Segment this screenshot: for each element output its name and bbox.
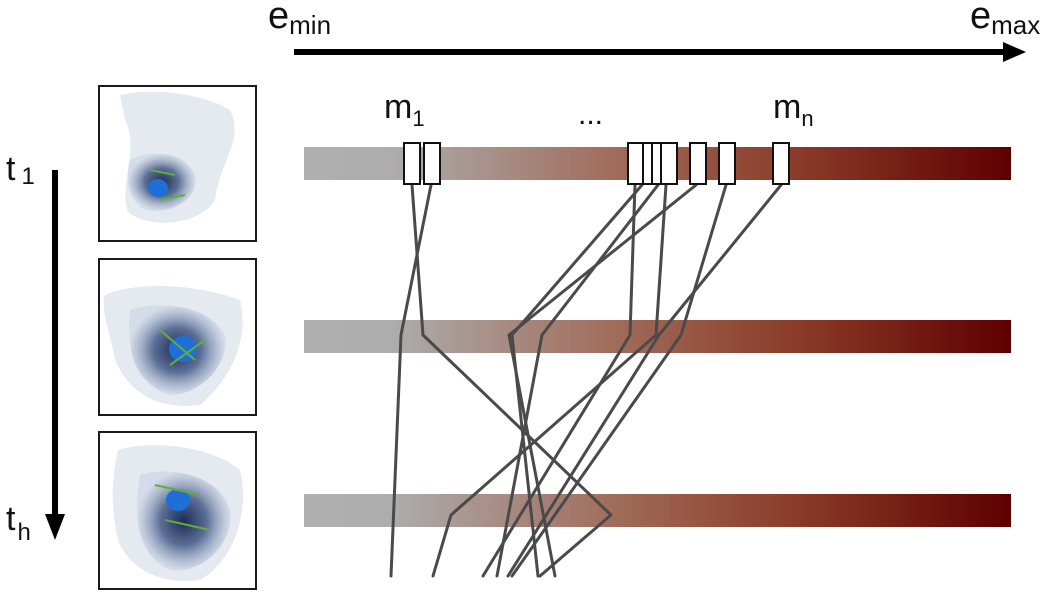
mode-ellipsis-label: ... (578, 98, 603, 131)
time-step-h-structure-thumbnail (98, 431, 257, 590)
mode-marker-2 (423, 142, 441, 185)
mode-path-8 (510, 183, 728, 578)
mode-marker-7 (689, 142, 707, 185)
mode-marker-3 (627, 142, 645, 185)
mode-markers (403, 142, 790, 185)
mode-first-label: m1 (384, 88, 425, 131)
mode-path-7 (507, 183, 698, 578)
time-step-2-structure-thumbnail (98, 258, 257, 416)
time-step-1-structure-thumbnail (98, 85, 257, 242)
mode-marker-9 (772, 142, 790, 185)
energy-min-label: emin (268, 0, 331, 40)
mode-marker-6 (660, 142, 678, 185)
time-axis-arrow (45, 170, 65, 540)
mode-path-6 (431, 183, 668, 578)
mode-path-2 (389, 183, 433, 578)
time-end-label: th (6, 500, 31, 546)
mode-path-4 (510, 183, 644, 578)
mode-path-9 (506, 183, 783, 578)
energy-axis-arrow (294, 42, 1026, 62)
mode-marker-8 (718, 142, 736, 185)
energy-bar-time-h (304, 494, 1011, 527)
mode-marker-1 (403, 142, 421, 185)
mode-path-5 (495, 183, 660, 578)
energy-max-label: emax (970, 0, 1040, 40)
mode-last-label: mn (773, 88, 814, 131)
mode-paths (389, 183, 783, 578)
